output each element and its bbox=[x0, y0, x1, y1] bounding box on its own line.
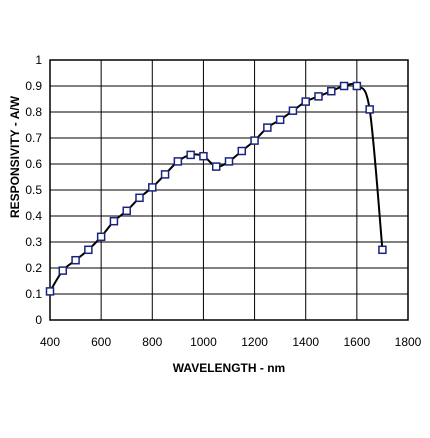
x-tick-label: 1200 bbox=[241, 335, 268, 349]
data-point bbox=[45, 287, 55, 296]
data-point bbox=[58, 266, 68, 275]
series-line bbox=[49, 83, 384, 292]
x-tick-label: 400 bbox=[40, 335, 60, 349]
grid bbox=[49, 59, 409, 321]
x-tick-label: 600 bbox=[91, 335, 111, 349]
data-point bbox=[109, 216, 119, 226]
data-point bbox=[275, 115, 285, 125]
y-tick-label: 0.1 bbox=[25, 287, 42, 301]
y-tick-label: 0.8 bbox=[25, 105, 42, 119]
data-point bbox=[301, 97, 310, 106]
data-point bbox=[199, 151, 208, 161]
data-point bbox=[224, 157, 234, 166]
data-point bbox=[250, 136, 259, 145]
y-axis-ticks: 0 0.1 0.2 0.3 0.4 0.5 0.6 0.7 0.8 0.9 1 bbox=[25, 53, 42, 327]
y-tick-label: 0.2 bbox=[25, 261, 42, 275]
y-tick-label: 1 bbox=[35, 53, 42, 67]
y-tick-label: 0.3 bbox=[25, 235, 42, 249]
y-tick-label: 0.4 bbox=[25, 209, 42, 223]
x-tick-label: 1000 bbox=[190, 335, 217, 349]
data-point bbox=[339, 81, 349, 91]
y-tick-label: 0.7 bbox=[25, 131, 42, 145]
data-point bbox=[211, 162, 221, 171]
data-point bbox=[352, 81, 362, 91]
x-tick-label: 1400 bbox=[292, 335, 319, 349]
x-axis-ticks: 400 600 800 1000 1200 1400 1600 1800 bbox=[40, 335, 422, 349]
y-tick-label: 0.5 bbox=[25, 183, 42, 197]
data-point bbox=[84, 245, 93, 255]
data-point bbox=[186, 150, 195, 160]
y-axis-title: RESPONSIVITY - A/W bbox=[8, 95, 22, 218]
data-point bbox=[314, 92, 323, 101]
data-point bbox=[160, 170, 170, 179]
data-point bbox=[365, 105, 374, 114]
x-tick-label: 1800 bbox=[395, 335, 422, 349]
x-axis-title: WAVELENGTH - nm bbox=[173, 361, 285, 375]
x-tick-label: 800 bbox=[142, 335, 162, 349]
series-group bbox=[45, 81, 387, 296]
data-point bbox=[288, 106, 298, 115]
x-tick-label: 1600 bbox=[344, 335, 371, 349]
y-tick-label: 0.9 bbox=[25, 79, 42, 93]
data-point bbox=[96, 232, 106, 242]
data-point bbox=[135, 193, 144, 203]
data-point bbox=[263, 123, 272, 132]
data-point bbox=[237, 146, 247, 156]
y-tick-label: 0.6 bbox=[25, 157, 42, 171]
data-point bbox=[148, 183, 157, 192]
data-point bbox=[378, 245, 387, 255]
plot-frame bbox=[49, 59, 409, 321]
data-point bbox=[327, 86, 336, 96]
y-tick-label: 0 bbox=[35, 313, 42, 327]
data-point bbox=[71, 255, 80, 265]
data-point bbox=[122, 206, 131, 216]
data-point bbox=[173, 157, 183, 166]
plot-border bbox=[49, 59, 409, 321]
